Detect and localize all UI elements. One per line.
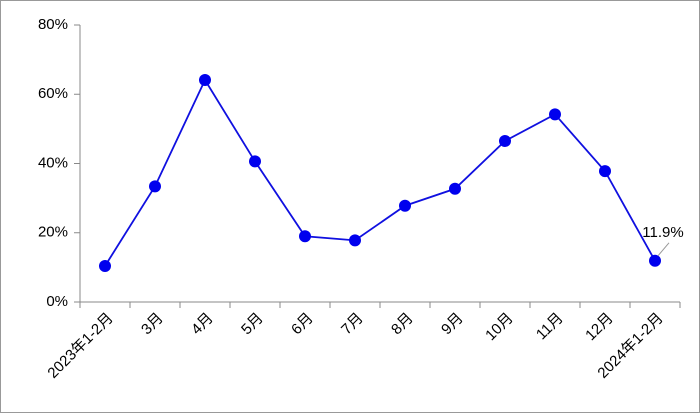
data-label: 11.9%	[642, 224, 683, 241]
point	[99, 259, 111, 272]
y-tick-label: 20%	[38, 224, 68, 241]
point	[549, 108, 561, 121]
line	[104, 78, 656, 267]
point	[149, 180, 161, 193]
point	[449, 182, 461, 195]
label-leader	[657, 242, 670, 257]
point	[299, 230, 311, 243]
y-tick-label: 80%	[38, 16, 68, 33]
point	[499, 134, 511, 147]
point	[399, 199, 411, 212]
point	[599, 165, 611, 178]
point	[649, 254, 661, 267]
y-tick-label: 0%	[46, 293, 68, 310]
point	[249, 155, 261, 168]
y-tick-label: 60%	[38, 85, 68, 102]
point	[349, 234, 361, 247]
point	[199, 74, 211, 87]
y-tick-label: 40%	[38, 154, 68, 171]
